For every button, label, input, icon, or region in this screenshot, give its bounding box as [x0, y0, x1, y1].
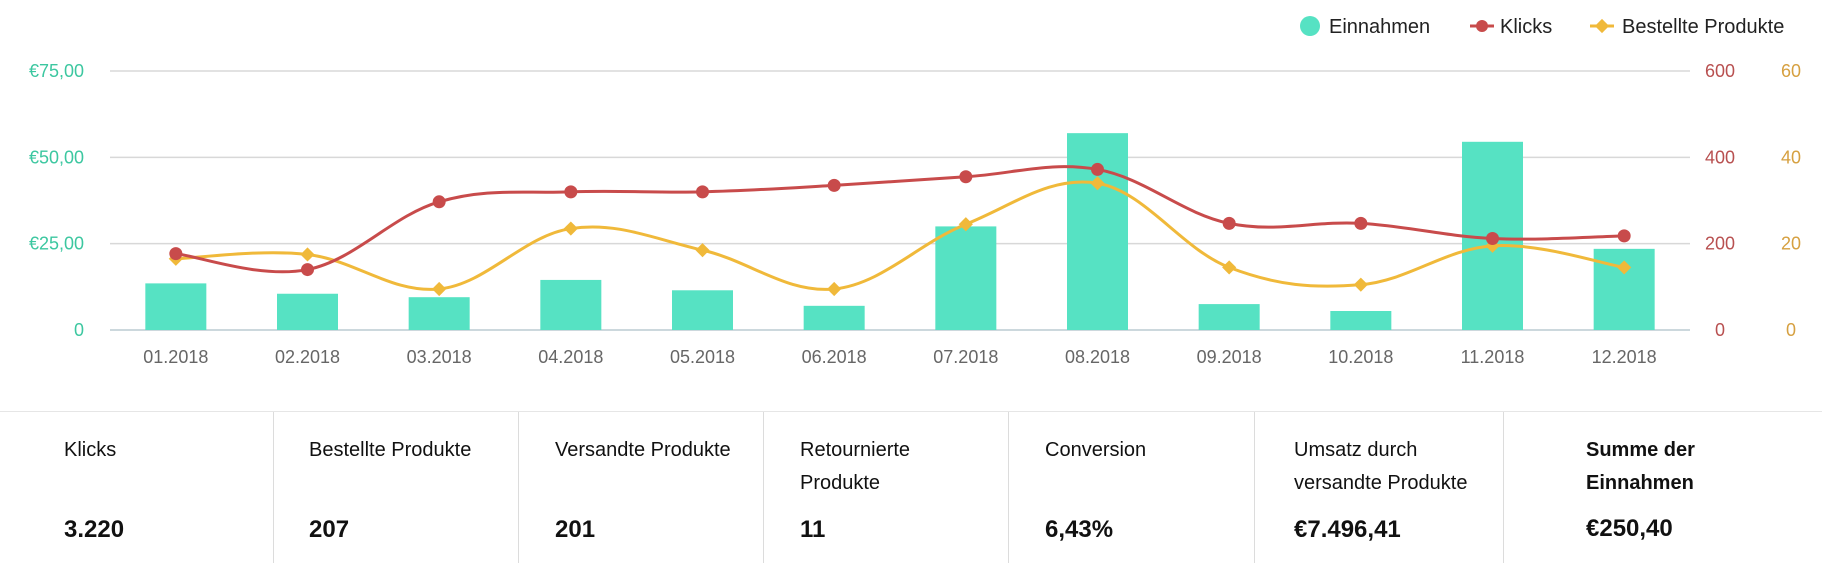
legend-item-einnahmen[interactable]: Einnahmen — [1300, 16, 1430, 38]
right-tick-label-klicks: 400 — [1705, 147, 1735, 167]
stat-versandte-produkte: Versandte Produkte 201 — [518, 412, 763, 563]
point-bestellte-produkte — [695, 243, 710, 258]
left-tick-label: €25,00 — [29, 234, 84, 254]
stat-retournierte-produkte: Retournierte Produkte 11 — [763, 412, 1008, 563]
legend-label-klicks: Klicks — [1500, 16, 1552, 38]
left-axis: 0 €25,00 €50,00 €75,00 — [29, 61, 84, 340]
bar-einnahmen — [1067, 133, 1128, 330]
x-tick-label: 04.2018 — [538, 347, 603, 367]
legend-label-bestellte: Bestellte Produkte — [1622, 16, 1784, 38]
right-axis-klicks: 0 200 400 600 — [1705, 61, 1735, 340]
summary-stats: Klicks 3.220 Bestellte Produkte 207 Vers… — [0, 411, 1822, 563]
stat-value: 201 — [555, 516, 596, 543]
stat-umsatz: Umsatz durch versandte Produkte €7.496,4… — [1254, 412, 1503, 563]
right-axis-bestellte: 0 20 40 60 — [1781, 61, 1801, 340]
legend: Einnahmen Klicks Bestellte Produkte — [1300, 16, 1784, 38]
stat-label: Bestellte Produkte — [309, 439, 472, 461]
stat-label: Summe der Einnahmen — [1586, 439, 1695, 494]
stat-label: Versandte Produkte — [555, 439, 731, 461]
bar-einnahmen — [935, 226, 997, 330]
x-tick-label: 01.2018 — [143, 347, 208, 367]
point-bestellte-produkte — [563, 221, 578, 236]
x-tick-label: 11.2018 — [1461, 347, 1525, 367]
stat-value: 207 — [309, 516, 350, 543]
stat-value: 6,43% — [1045, 516, 1114, 543]
right-tick-label-bestellte: 60 — [1781, 61, 1801, 81]
bar-einnahmen — [1330, 311, 1392, 330]
x-tick-label: 09.2018 — [1197, 347, 1262, 367]
point-bestellte-produkte — [1353, 277, 1368, 292]
point-klicks — [1222, 216, 1236, 230]
point-klicks — [169, 247, 183, 261]
legend-marker-klicks — [1476, 20, 1488, 32]
left-tick-label: €75,00 — [29, 61, 84, 81]
gridlines — [110, 70, 1690, 331]
x-axis: 01.2018 02.2018 03.2018 04.2018 05.2018 06.20… — [143, 347, 1656, 367]
point-klicks — [1617, 229, 1631, 243]
bar-einnahmen — [1198, 304, 1260, 330]
stat-label: Klicks — [64, 439, 117, 461]
x-tick-label: 10.2018 — [1328, 347, 1393, 367]
stat-summe-einnahmen: Summe der Einnahmen €250,40 — [1503, 412, 1803, 563]
revenue-clicks-orders-chart: 0 €25,00 €50,00 €75,00 0 200 400 600 0 20 40 60 0… — [29, 16, 1801, 367]
right-tick-label-klicks: 600 — [1705, 61, 1735, 81]
point-klicks — [301, 263, 314, 277]
x-tick-label: 06.2018 — [802, 347, 867, 367]
legend-item-klicks[interactable]: Klicks — [1470, 16, 1552, 38]
point-klicks — [696, 185, 709, 199]
line-klicks — [175, 165, 1625, 274]
stat-label: Umsatz durch versandte Produkte — [1294, 439, 1468, 494]
point-bestellte-produkte — [1090, 176, 1105, 191]
left-tick-label: €50,00 — [29, 147, 84, 167]
point-bestellte-produkte — [958, 217, 973, 232]
stat-value: 3.220 — [64, 516, 125, 543]
stat-value: 11 — [800, 516, 826, 543]
right-tick-label-bestellte: 0 — [1786, 320, 1796, 340]
point-bestellte-produkte — [300, 247, 315, 262]
bar-einnahmen — [803, 305, 865, 330]
left-tick-label: 0 — [74, 320, 84, 340]
x-tick-label: 07.2018 — [933, 347, 998, 367]
legend-label-einnahmen: Einnahmen — [1329, 16, 1430, 38]
point-klicks — [1354, 216, 1368, 230]
point-bestellte-produkte — [827, 281, 842, 297]
line-bestellte-produkte — [175, 180, 1625, 291]
right-tick-label-bestellte: 20 — [1781, 234, 1801, 254]
x-tick-label: 08.2018 — [1065, 347, 1130, 367]
point-klicks — [564, 185, 578, 199]
x-tick-label: 02.2018 — [275, 347, 340, 367]
right-tick-label-klicks: 0 — [1715, 320, 1725, 340]
stat-label: Retournierte Produkte — [800, 439, 911, 494]
stat-label: Conversion — [1045, 439, 1147, 461]
point-klicks — [432, 195, 446, 209]
bar-einnahmen — [408, 297, 470, 330]
x-tick-label: 03.2018 — [407, 347, 472, 367]
right-tick-label-bestellte: 40 — [1781, 147, 1801, 167]
bar-einnahmen — [672, 290, 733, 330]
point-klicks — [1486, 231, 1499, 245]
point-bestellte-produkte — [1617, 260, 1632, 275]
point-klicks — [827, 178, 841, 192]
legend-marker-einnahmen — [1300, 16, 1320, 36]
point-bestellte-produkte — [1222, 260, 1237, 275]
stat-value: €250,40 — [1586, 515, 1673, 542]
point-klicks — [1091, 162, 1104, 176]
stat-conversion: Conversion 6,43% — [1008, 412, 1254, 563]
stat-bestellte-produkte: Bestellte Produkte 207 — [273, 412, 518, 563]
x-tick-label: 05.2018 — [670, 347, 735, 367]
right-tick-label-klicks: 200 — [1705, 234, 1735, 254]
bar-einnahmen — [277, 293, 338, 330]
legend-marker-bestellte — [1594, 18, 1610, 34]
stat-value: €7.496,41 — [1294, 516, 1401, 543]
point-bestellte-produkte — [432, 281, 447, 297]
series-lines — [168, 162, 1632, 297]
point-klicks — [959, 170, 973, 184]
stat-klicks: Klicks 3.220 — [64, 412, 272, 563]
bar-einnahmen — [145, 283, 207, 330]
legend-item-bestellte[interactable]: Bestellte Produkte — [1590, 16, 1784, 38]
bar-einnahmen — [540, 279, 602, 330]
x-tick-label: 12.2018 — [1592, 347, 1657, 367]
